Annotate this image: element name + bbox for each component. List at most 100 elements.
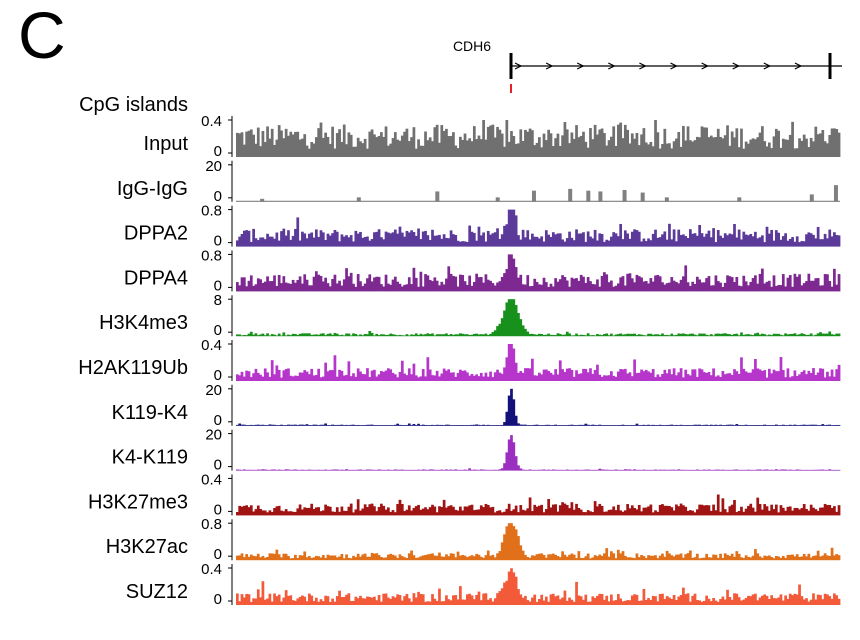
signal-bar: [342, 279, 346, 292]
signal-bar: [477, 554, 481, 561]
signal-bar: [305, 333, 309, 337]
signal-bar: [391, 138, 395, 157]
signal-bar: [435, 124, 439, 157]
signal-bar: [575, 469, 578, 471]
signal-bar: [482, 282, 485, 292]
signal-bar: [484, 333, 488, 337]
signal-bar: [280, 130, 283, 157]
signal-bar: [598, 593, 602, 605]
signal-bar: [765, 226, 769, 247]
signal-bar: [521, 597, 525, 605]
signal-bar: [428, 507, 432, 516]
signal-bar: [470, 504, 474, 516]
signal-bar: [695, 553, 699, 561]
signal-bar: [459, 241, 462, 247]
signal-bar: [319, 377, 323, 381]
signal-bar: [737, 285, 741, 292]
signal-bar: [649, 372, 653, 381]
signal-bar: [772, 598, 776, 605]
signal-bar: [833, 185, 838, 202]
signal-bar: [635, 372, 639, 381]
signal-bar: [656, 425, 660, 426]
signal-bar: [305, 601, 309, 605]
signal-bar: [535, 506, 539, 516]
signal-bar: [431, 553, 434, 561]
signal-bar: [328, 469, 332, 471]
signal-bar: [301, 333, 304, 337]
signal-bar: [256, 278, 260, 292]
signal-bar: [612, 335, 616, 337]
signal-bar: [549, 469, 553, 471]
signal-bar: [280, 601, 283, 605]
signal-bar: [382, 286, 386, 292]
signal-bar: [266, 425, 269, 426]
signal-bar: [610, 236, 613, 247]
signal-bar: [331, 511, 334, 516]
signal-bar: [486, 504, 490, 516]
signal-bar: [260, 198, 265, 202]
signal-bar: [542, 512, 546, 516]
signal-bar: [363, 424, 367, 426]
signal-bar: [280, 335, 283, 337]
signal-bar: [387, 145, 390, 157]
signal-bar: [275, 335, 279, 337]
signal-bar: [582, 131, 585, 157]
signal-bar: [670, 374, 674, 381]
signal-bar: [261, 237, 265, 247]
signal-bar: [296, 424, 300, 426]
signal-bar: [721, 138, 725, 157]
signal-bar: [512, 572, 516, 605]
signal-bar: [758, 597, 762, 605]
signal-bar: [352, 146, 355, 157]
signal-bar: [500, 588, 504, 605]
signal-bar: [291, 235, 295, 247]
signal-bar: [242, 230, 246, 247]
signal-bar: [549, 594, 553, 605]
signal-bar: [256, 372, 260, 381]
signal-bar: [538, 469, 541, 471]
signal-bar: [830, 128, 834, 157]
signal-bar: [493, 285, 497, 292]
signal-bar: [301, 231, 304, 247]
signal-bar: [361, 554, 365, 561]
signal-bar: [512, 258, 516, 292]
signal-bar: [242, 557, 246, 561]
signal-bar: [570, 237, 574, 247]
signal-bar: [252, 598, 255, 605]
signal-bar: [349, 424, 353, 426]
signal-bar: [623, 600, 627, 605]
signal-bar: [236, 282, 239, 292]
signal-bar: [579, 424, 583, 426]
signal-bar: [833, 506, 836, 516]
signal-bar: [630, 595, 634, 605]
signal-bar: [314, 137, 318, 157]
cpg-track-label: CpG islands: [79, 94, 188, 116]
signal-bar: [637, 600, 641, 605]
signal-bar: [777, 512, 780, 516]
signal-bar: [528, 469, 532, 471]
signal-bar: [623, 230, 627, 247]
signal-bar: [503, 146, 506, 157]
signal-bar: [774, 598, 778, 605]
signal-bar: [661, 469, 664, 471]
signal-bar: [556, 281, 560, 292]
signal-bar: [370, 424, 374, 426]
signal-bar: [417, 557, 420, 561]
signal-bar: [714, 554, 718, 561]
signal-bar: [833, 593, 836, 605]
signal-bar: [419, 425, 423, 426]
signal-bar: [356, 469, 360, 471]
signal-bar: [793, 273, 797, 292]
signal-bar: [305, 557, 309, 561]
signal-bar: [245, 425, 249, 426]
signal-bar: [826, 505, 829, 516]
signal-bar: [640, 600, 643, 605]
signal-bar: [630, 231, 634, 247]
signal-bar: [558, 334, 562, 337]
signal-bar: [414, 148, 418, 157]
signal-bar: [791, 554, 794, 561]
signal-bar: [465, 594, 469, 605]
signal-bar: [654, 510, 657, 516]
signal-bar: [596, 279, 599, 292]
signal-bar: [593, 469, 597, 471]
